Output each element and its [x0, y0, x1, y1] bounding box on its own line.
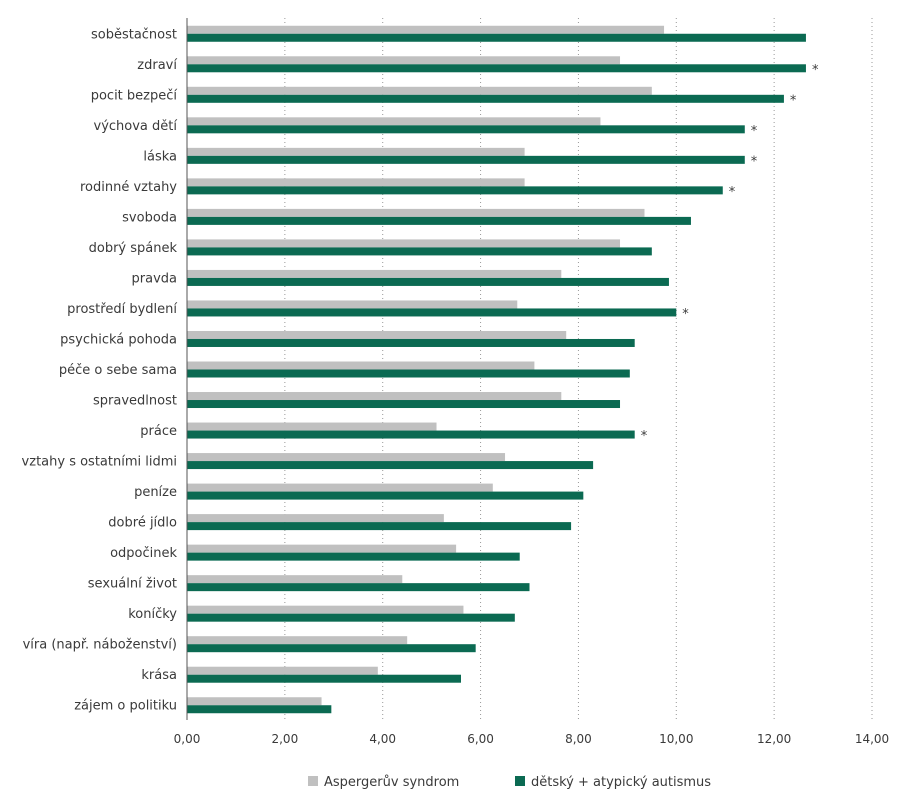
x-axis-tick-labels: 0,00 2,00 4,00 6,00 8,00 10,00 12,00 14,00 — [174, 732, 890, 746]
bar-autism — [187, 64, 806, 73]
grid-lines — [284, 18, 873, 720]
bar-asperger — [187, 666, 378, 675]
bar-asperger — [187, 575, 403, 584]
bar-asperger — [187, 330, 567, 339]
x-tick-label: 8,00 — [565, 732, 592, 746]
bar-asperger — [187, 697, 322, 706]
bar-autism — [187, 369, 630, 378]
legend-label-autism: dětský + atypický autismus — [531, 775, 711, 790]
bar-asperger — [187, 605, 464, 614]
bar-asperger — [187, 178, 525, 187]
legend-swatch-asperger — [308, 776, 318, 786]
significance-markers: * * * * * * * — [641, 63, 819, 444]
x-tick-label: 0,00 — [174, 732, 201, 746]
bar-autism — [187, 155, 745, 164]
bar-asperger — [187, 117, 601, 126]
bar-autism — [187, 94, 784, 103]
bar-autism — [187, 583, 530, 592]
category-labels: soběstačnost zdraví pocit bezpečí výchova d… — [22, 27, 178, 713]
bar-asperger — [187, 636, 408, 645]
category-label: sexuální život — [88, 577, 177, 592]
significance-star: * — [729, 185, 736, 200]
legend-label-asperger: Aspergerův syndrom — [324, 775, 459, 790]
bars-group — [187, 25, 806, 714]
category-label: prostředí bydlení — [67, 302, 177, 317]
category-label: peníze — [134, 485, 177, 500]
category-label: krása — [141, 668, 177, 683]
category-label: dobrý spánek — [89, 241, 178, 256]
category-label: láska — [143, 149, 177, 164]
bar-autism — [187, 277, 669, 286]
bar-asperger — [187, 453, 506, 462]
bar-autism — [187, 308, 677, 317]
legend-swatch-autism — [515, 776, 525, 786]
bar-autism — [187, 186, 723, 195]
category-label: odpočinek — [110, 546, 177, 561]
bar-autism — [187, 461, 594, 470]
bar-autism — [187, 338, 635, 347]
bar-asperger — [187, 269, 562, 278]
bar-autism — [187, 522, 572, 531]
bar-asperger — [187, 147, 525, 156]
category-label: svoboda — [122, 210, 177, 225]
category-label: rodinné vztahy — [80, 180, 177, 195]
significance-star: * — [751, 154, 758, 169]
bar-autism — [187, 613, 515, 622]
x-tick-label: 2,00 — [271, 732, 298, 746]
legend: Aspergerův syndrom dětský + atypický aut… — [308, 775, 711, 790]
bar-asperger — [187, 422, 437, 431]
bar-asperger — [187, 56, 621, 65]
bar-asperger — [187, 514, 444, 523]
significance-star: * — [751, 124, 758, 139]
bar-asperger — [187, 544, 457, 553]
significance-star: * — [790, 93, 797, 108]
bar-asperger — [187, 300, 518, 309]
bar-autism — [187, 247, 652, 256]
bar-asperger — [187, 239, 621, 248]
bar-autism — [187, 33, 806, 42]
category-label: vztahy s ostatními lidmi — [22, 455, 177, 470]
bar-autism — [187, 644, 476, 653]
bar-asperger — [187, 25, 665, 34]
bar-autism — [187, 400, 621, 409]
bar-autism — [187, 430, 635, 439]
bar-autism — [187, 705, 332, 714]
category-label: výchova dětí — [94, 119, 178, 134]
x-tick-label: 10,00 — [659, 732, 693, 746]
category-label: zdraví — [137, 58, 177, 73]
x-tick-label: 6,00 — [467, 732, 494, 746]
bar-asperger — [187, 86, 652, 95]
bar-autism — [187, 491, 584, 500]
category-label: koníčky — [128, 607, 177, 622]
category-label: víra (např. náboženství) — [23, 638, 177, 653]
significance-star: * — [641, 429, 648, 444]
bar-autism — [187, 125, 745, 134]
category-label: dobré jídlo — [108, 516, 177, 531]
bar-asperger — [187, 483, 493, 492]
bar-asperger — [187, 208, 645, 217]
x-tick-label: 14,00 — [855, 732, 889, 746]
category-label: péče o sebe sama — [59, 363, 177, 378]
category-label: práce — [140, 424, 177, 439]
category-label: psychická pohoda — [60, 332, 177, 347]
bar-autism — [187, 674, 461, 683]
category-label: pravda — [132, 271, 177, 286]
x-tick-label: 4,00 — [369, 732, 396, 746]
significance-star: * — [682, 307, 689, 322]
category-label: zájem o politiku — [74, 699, 177, 714]
category-label: pocit bezpečí — [91, 88, 178, 103]
category-label: soběstačnost — [91, 27, 177, 42]
significance-star: * — [812, 63, 819, 78]
bar-autism — [187, 216, 691, 225]
bar-asperger — [187, 361, 535, 370]
category-label: spravedlnost — [93, 394, 177, 409]
bar-asperger — [187, 392, 562, 401]
bar-autism — [187, 552, 520, 561]
x-tick-label: 12,00 — [757, 732, 791, 746]
